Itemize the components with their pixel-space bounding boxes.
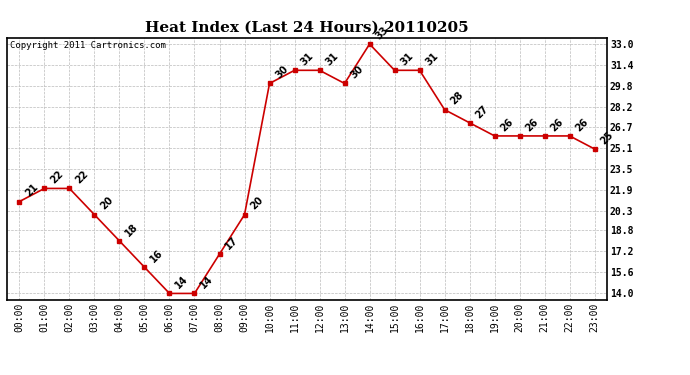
Text: 30: 30 (348, 64, 365, 81)
Text: 25: 25 (599, 130, 615, 146)
Text: 27: 27 (474, 104, 491, 120)
Text: 17: 17 (224, 235, 240, 251)
Text: Copyright 2011 Cartronics.com: Copyright 2011 Cartronics.com (10, 42, 166, 51)
Text: 31: 31 (324, 51, 340, 68)
Text: 31: 31 (299, 51, 315, 68)
Text: 30: 30 (274, 64, 290, 81)
Text: 26: 26 (549, 117, 565, 133)
Text: 16: 16 (148, 248, 165, 264)
Text: 20: 20 (248, 195, 265, 212)
Text: 28: 28 (448, 90, 466, 107)
Text: 31: 31 (424, 51, 440, 68)
Text: 14: 14 (199, 274, 215, 291)
Text: 22: 22 (74, 169, 90, 186)
Title: Heat Index (Last 24 Hours) 20110205: Heat Index (Last 24 Hours) 20110205 (145, 21, 469, 35)
Text: 26: 26 (574, 117, 591, 133)
Text: 21: 21 (23, 182, 40, 199)
Text: 26: 26 (499, 117, 515, 133)
Text: 31: 31 (399, 51, 415, 68)
Text: 26: 26 (524, 117, 540, 133)
Text: 33: 33 (374, 25, 391, 41)
Text: 20: 20 (99, 195, 115, 212)
Text: 22: 22 (48, 169, 65, 186)
Text: 18: 18 (124, 222, 140, 238)
Text: 14: 14 (174, 274, 190, 291)
